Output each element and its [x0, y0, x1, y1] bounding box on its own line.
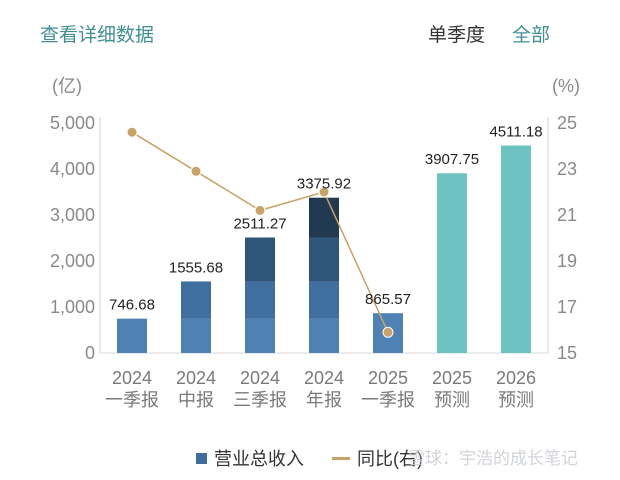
revenue-bar-segment [181, 318, 211, 353]
revenue-value-label: 3907.75 [425, 151, 479, 168]
left-tick-label: 3,000 [50, 205, 95, 225]
legend-item-revenue[interactable]: 营业总收入 [196, 445, 304, 471]
revenue-bar-segment [245, 318, 275, 353]
yoy-point [126, 126, 138, 138]
period-all-selector[interactable]: 全部 [512, 25, 551, 46]
right-tick-label: 19 [557, 251, 577, 271]
view-details-link[interactable]: 查看详细数据 [40, 25, 155, 46]
revenue-bar-segment [245, 281, 275, 319]
revenue-bar-segment [309, 237, 339, 282]
category-year-label: 2025 [432, 368, 472, 388]
revenue-bar-segment [309, 318, 339, 353]
category-year-label: 2024 [176, 368, 216, 388]
revenue-value-label: 4511.18 [489, 123, 542, 140]
category-year-label: 2024 [240, 368, 280, 388]
right-tick-label: 21 [557, 205, 577, 225]
revenue-bar-segment [309, 197, 339, 238]
legend-yoy-label: 同比(右) [357, 449, 423, 469]
yoy-point [382, 326, 394, 338]
right-tick-label: 17 [557, 297, 577, 317]
category-year-label: 2024 [304, 368, 344, 388]
period-label[interactable]: 单季度 [428, 25, 486, 46]
category-period-label: 年报 [306, 390, 342, 410]
yoy-swatch [332, 456, 350, 460]
revenue-value-label: 865.57 [365, 291, 411, 308]
category-year-label: 2026 [496, 368, 536, 388]
category-year-label: 2024 [112, 368, 152, 388]
revenue-value-label: 1555.68 [169, 259, 223, 276]
revenue-bar-segment [181, 281, 211, 319]
revenue-value-label: 746.68 [109, 297, 155, 314]
category-period-label: 预测 [434, 390, 470, 410]
left-tick-label: 1,000 [50, 297, 95, 317]
category-period-label: 一季报 [105, 390, 159, 410]
category-period-label: 一季报 [361, 390, 415, 410]
left-axis-unit: (亿) [52, 76, 82, 96]
right-tick-label: 23 [557, 159, 577, 179]
revenue-swatch [196, 452, 207, 464]
revenue-chart: (亿) (%) 0 1,000 2,000 3,000 4,000 5,000 15 17 19 21… [50, 76, 580, 410]
right-tick-label: 15 [557, 343, 577, 363]
yoy-point [318, 186, 330, 198]
left-tick-label: 4,000 [50, 159, 95, 179]
chart-legend: 营业总收入 同比(右) [0, 445, 620, 469]
right-axis-unit: (%) [552, 76, 580, 96]
category-year-label: 2025 [368, 368, 408, 388]
yoy-point [190, 165, 202, 177]
revenue-bar-segment [245, 237, 275, 282]
legend-revenue-label: 营业总收入 [214, 449, 304, 469]
left-tick-label: 5,000 [50, 113, 95, 133]
category-period-label: 中报 [178, 390, 214, 410]
category-period-label: 三季报 [233, 390, 287, 410]
left-tick-label: 2,000 [50, 251, 95, 271]
watermark: 雪球：宇浩的成长笔记 [408, 449, 578, 468]
right-tick-label: 25 [557, 113, 577, 133]
revenue-value-label: 2511.27 [233, 215, 286, 232]
revenue-bar-segment [117, 318, 147, 353]
revenue-bar [501, 145, 531, 353]
revenue-bar-segment [309, 281, 339, 319]
yoy-point [254, 204, 266, 216]
legend-item-yoy[interactable]: 同比(右) [332, 445, 423, 471]
left-tick-label: 0 [85, 343, 95, 363]
revenue-bar [437, 173, 467, 353]
revenue-value-label: 3375.92 [297, 176, 351, 193]
category-period-label: 预测 [498, 390, 534, 410]
